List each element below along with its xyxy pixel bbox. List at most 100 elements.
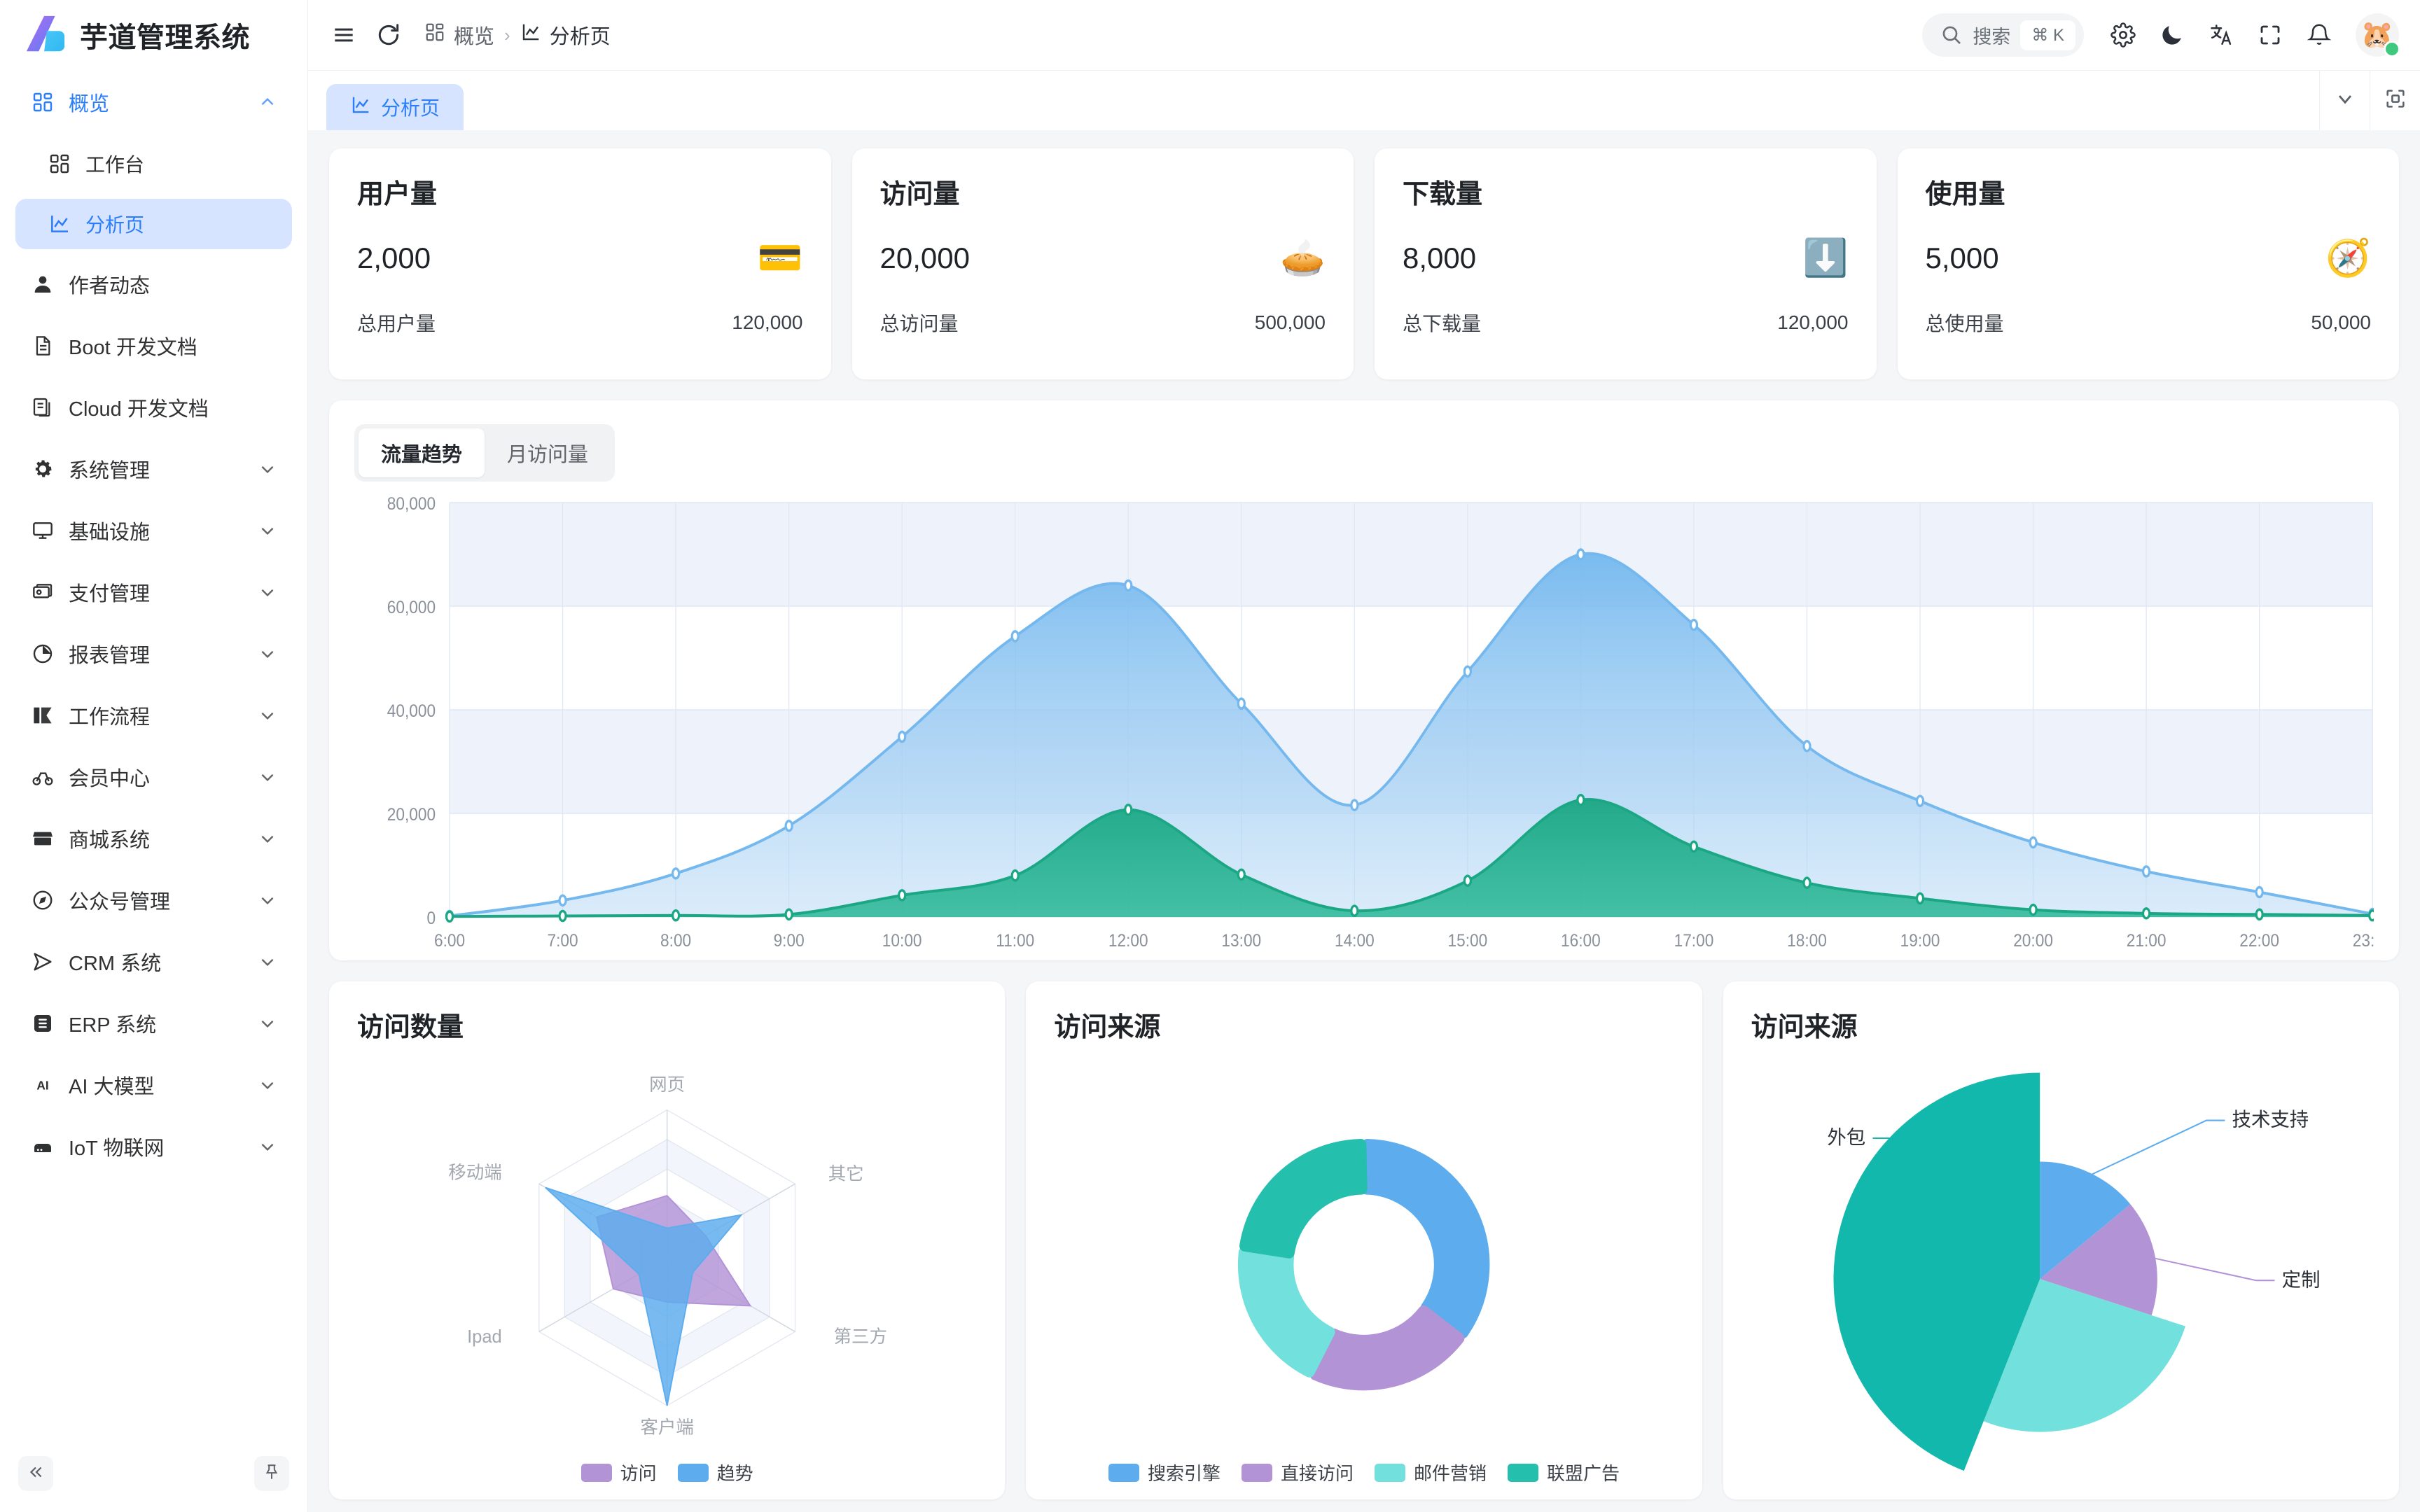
- sidebar-item-analysis[interactable]: 分析页: [15, 199, 292, 249]
- sidebar-item-label: ERP 系统: [69, 1014, 157, 1037]
- chevron-down-icon[interactable]: [258, 953, 277, 971]
- stat-card-users: 用户量 2,000 💳 总用户量 120,000: [329, 148, 831, 379]
- chevron-down-icon[interactable]: [258, 645, 277, 663]
- svg-text:12:00: 12:00: [1108, 931, 1148, 951]
- chevron-down-icon[interactable]: [258, 768, 277, 786]
- tab-dropdown-button[interactable]: [2319, 71, 2370, 130]
- breadcrumb-item-overview[interactable]: 概览: [424, 20, 494, 50]
- svg-text:技术支持: 技术支持: [2232, 1109, 2309, 1130]
- visit-source-pie-card: 访问来源 技术支持定制远程外包: [1723, 981, 2399, 1499]
- chevron-up-icon[interactable]: [258, 93, 277, 111]
- pie-chart-icon: [31, 642, 55, 666]
- moon-icon[interactable]: [2160, 22, 2185, 48]
- legend-item[interactable]: 访问: [580, 1460, 657, 1485]
- sidebar-item-workbench[interactable]: 工作台: [15, 139, 292, 189]
- chevron-down-icon[interactable]: [258, 460, 277, 478]
- legend-label: 邮件营销: [1413, 1463, 1487, 1484]
- stat-total: 总使用量 50,000: [1926, 309, 2372, 337]
- sidebar-footer: [0, 1435, 307, 1512]
- search-shortcut: ⌘ K: [2020, 20, 2075, 50]
- chevron-down-icon[interactable]: [258, 891, 277, 909]
- legend-item[interactable]: 联盟广告: [1508, 1460, 1620, 1485]
- card-title: 访问来源: [1751, 1013, 1858, 1042]
- legend-swatch: [1374, 1463, 1405, 1482]
- chevron-down-icon[interactable]: [258, 583, 277, 601]
- sidebar-item-workflow[interactable]: 工作流程: [15, 690, 292, 741]
- bell-icon[interactable]: [2307, 22, 2332, 48]
- sidebar-item-member-center[interactable]: 会员中心: [15, 752, 292, 802]
- chevron-down-icon[interactable]: [258, 1014, 277, 1032]
- chevron-down-icon[interactable]: [258, 830, 277, 848]
- credit-card-icon: 💳: [757, 238, 803, 279]
- sidebar-item-mall-system[interactable]: 商城系统: [15, 813, 292, 864]
- stat-card-downloads: 下载量 8,000 ⬇️ 总下载量 120,000: [1375, 148, 1877, 379]
- card-title: 访问数量: [357, 1013, 464, 1042]
- sidebar-item-infrastructure[interactable]: 基础设施: [15, 505, 292, 556]
- svg-text:8:00: 8:00: [660, 931, 691, 951]
- chevron-down-icon[interactable]: [258, 706, 277, 724]
- chevron-down-icon[interactable]: [258, 522, 277, 540]
- sidebar-collapse-button[interactable]: [18, 1456, 53, 1491]
- sidebar-item-label: 报表管理: [69, 645, 151, 667]
- brand-header[interactable]: 芋道管理系统: [0, 0, 307, 70]
- sidebar-item-overview[interactable]: 概览: [15, 77, 292, 127]
- fullscreen-icon[interactable]: [2258, 22, 2283, 48]
- stat-value: 2,000: [357, 241, 431, 274]
- chevron-down-icon[interactable]: [258, 1076, 277, 1094]
- sidebar-item-system-management[interactable]: 系统管理: [15, 444, 292, 494]
- sidebar-item-label: 工作台: [85, 154, 145, 176]
- sidebar-item-author-news[interactable]: 作者动态: [15, 259, 292, 309]
- chevron-down-icon[interactable]: [258, 1138, 277, 1156]
- search-input[interactable]: 搜索 ⌘ K: [1922, 13, 2084, 57]
- sidebar-item-official-account[interactable]: 公众号管理: [15, 875, 292, 925]
- breadcrumb-separator: ›: [504, 24, 510, 46]
- legend-item[interactable]: 搜索引擎: [1108, 1460, 1221, 1485]
- traffic-trend-chart: 0 20,000 40,000 60,000 80,000 6:00 7:00 8:00 9:0…: [354, 497, 2374, 952]
- gear-icon[interactable]: [2110, 22, 2136, 48]
- flow-icon: [31, 704, 55, 727]
- shop-icon: [31, 827, 55, 850]
- sidebar-item-iot[interactable]: IoT 物联网: [15, 1121, 292, 1172]
- stat-title: 下载量: [1403, 180, 1483, 209]
- stat-total-value: 120,000: [1777, 312, 1849, 333]
- wallet-icon: [31, 580, 55, 604]
- sidebar-item-ai-model[interactable]: AI AI 大模型: [15, 1060, 292, 1110]
- hamburger-icon[interactable]: [331, 22, 357, 48]
- stat-total: 总下载量 120,000: [1403, 309, 1849, 337]
- card-title: 访问来源: [1054, 1013, 1161, 1042]
- pie-chart-icon: 🥧: [1280, 238, 1326, 279]
- topbar: 概览 › 分析页 搜索 ⌘ K: [308, 0, 2420, 70]
- refresh-icon[interactable]: [375, 22, 402, 48]
- sidebar-item-erp-system[interactable]: ERP 系统: [15, 998, 292, 1049]
- breadcrumb-item-analysis[interactable]: 分析页: [520, 20, 611, 50]
- sidebar-item-label: 系统管理: [69, 460, 151, 482]
- brand-logo-icon: [24, 15, 67, 55]
- radar-chart: 网页 其它 第三方 客户端 Ipad 移动端: [329, 1058, 1005, 1443]
- stat-total-label: 总访问量: [879, 313, 959, 335]
- content-fullscreen-button[interactable]: [2370, 71, 2420, 130]
- main-area: 概览 › 分析页 搜索 ⌘ K: [308, 0, 2420, 1512]
- segment-monthly-visits[interactable]: 月访问量: [507, 444, 589, 466]
- pie-chart: 技术支持定制远程外包: [1723, 1051, 2399, 1492]
- stat-title: 使用量: [1925, 180, 2005, 209]
- sidebar-item-report-management[interactable]: 报表管理: [15, 629, 292, 679]
- sidebar-item-boot-docs[interactable]: Boot 开发文档: [15, 321, 292, 371]
- copy-document-icon: [31, 396, 55, 419]
- sidebar-item-cloud-docs[interactable]: Cloud 开发文档: [15, 382, 292, 433]
- legend-item[interactable]: 趋势: [677, 1460, 753, 1485]
- sidebar-item-payment-management[interactable]: 支付管理: [15, 567, 292, 617]
- stat-title: 访问量: [879, 180, 960, 209]
- breadcrumb-label: 概览: [454, 26, 495, 48]
- translate-icon[interactable]: [2209, 22, 2234, 48]
- donut-chart-svg: [1238, 1138, 1490, 1391]
- tab-label: 分析页: [381, 97, 440, 119]
- avatar[interactable]: 🐹: [2356, 13, 2400, 57]
- sidebar-item-crm-system[interactable]: CRM 系统: [15, 937, 292, 987]
- legend-item[interactable]: 邮件营销: [1374, 1460, 1487, 1485]
- legend-item[interactable]: 直接访问: [1241, 1460, 1354, 1485]
- tab-analysis[interactable]: 分析页: [326, 84, 464, 130]
- sidebar-pin-button[interactable]: [254, 1456, 289, 1491]
- segment-traffic-trend[interactable]: 流量趋势: [359, 428, 485, 477]
- sidebar-item-label: CRM 系统: [69, 953, 162, 975]
- stat-total-value: 120,000: [732, 312, 803, 333]
